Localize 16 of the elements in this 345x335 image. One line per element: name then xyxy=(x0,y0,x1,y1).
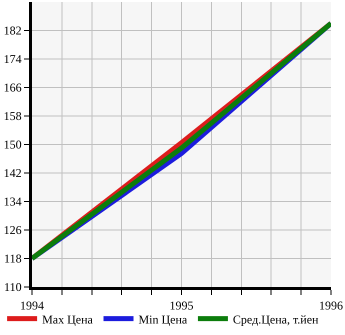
legend-label: Сред.Цена, т.йен xyxy=(232,312,320,326)
y-tick-label: 118 xyxy=(4,252,22,266)
y-tick-label: 174 xyxy=(4,52,22,66)
x-tick-label: 1995 xyxy=(170,298,194,312)
legend-label: Min Цена xyxy=(138,312,188,326)
y-tick-label: 134 xyxy=(4,194,22,209)
y-tick-label: 110 xyxy=(4,280,22,294)
x-tick-label: 1996 xyxy=(319,298,343,312)
y-tick-label: 158 xyxy=(4,109,22,124)
y-tick-label: 150 xyxy=(4,138,22,152)
y-tick-label: 166 xyxy=(4,80,22,95)
y-tick-label: 142 xyxy=(4,166,22,180)
y-tick-label: 126 xyxy=(4,223,22,238)
y-tick-label: 182 xyxy=(4,24,22,38)
legend-label: Max Цена xyxy=(42,312,94,326)
x-tick-label: 1994 xyxy=(20,298,44,312)
